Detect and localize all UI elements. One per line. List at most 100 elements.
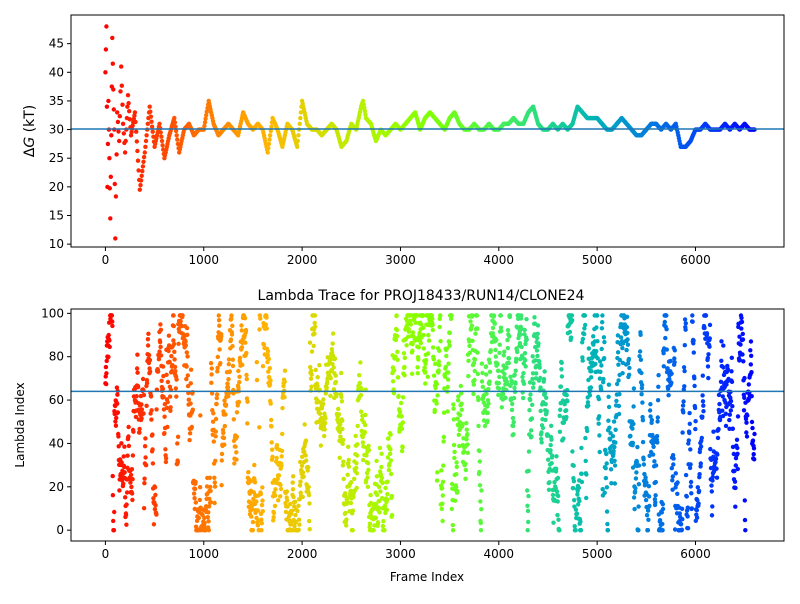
bottom-data-point bbox=[119, 441, 124, 446]
bottom-data-point bbox=[443, 364, 448, 370]
bottom-data-point bbox=[512, 385, 517, 391]
bottom-data-point bbox=[329, 347, 335, 352]
bottom-data-point bbox=[476, 397, 481, 403]
bottom-data-point bbox=[506, 356, 512, 361]
bottom-data-point bbox=[445, 384, 450, 390]
bottom-data-point bbox=[459, 401, 464, 406]
bottom-data-point bbox=[631, 386, 637, 391]
bottom-data-point bbox=[146, 331, 151, 336]
bottom-data-point bbox=[555, 475, 561, 481]
top-data-point bbox=[128, 133, 134, 138]
bottom-data-point bbox=[608, 431, 613, 436]
bottom-data-point bbox=[171, 323, 176, 329]
bottom-data-point bbox=[323, 416, 328, 421]
top-y-tick-label: 15 bbox=[49, 208, 64, 222]
bottom-data-point bbox=[740, 352, 745, 357]
bottom-data-point bbox=[632, 489, 638, 494]
bottom-data-point bbox=[465, 442, 470, 447]
bottom-data-point bbox=[439, 486, 445, 491]
bottom-data-point bbox=[387, 451, 393, 456]
bottom-data-point bbox=[362, 430, 368, 435]
bottom-data-point bbox=[680, 517, 685, 522]
bottom-data-point bbox=[689, 491, 694, 496]
bottom-data-point bbox=[519, 313, 524, 318]
bottom-data-point bbox=[630, 440, 636, 446]
bottom-x-tick-label: 4000 bbox=[484, 547, 515, 561]
bottom-data-point bbox=[594, 349, 599, 354]
bottom-data-point bbox=[317, 411, 323, 416]
bottom-data-point bbox=[720, 408, 725, 413]
bottom-data-point bbox=[184, 376, 189, 382]
bottom-data-point bbox=[684, 494, 689, 499]
bottom-data-point bbox=[571, 479, 577, 484]
top-data-point bbox=[145, 121, 150, 127]
bottom-data-point bbox=[631, 495, 637, 500]
bottom-data-point bbox=[207, 475, 212, 480]
bottom-data-point bbox=[656, 384, 661, 389]
bottom-data-point bbox=[682, 368, 687, 374]
bottom-data-point bbox=[600, 320, 605, 325]
bottom-data-point bbox=[740, 337, 746, 342]
bottom-data-point bbox=[553, 485, 558, 491]
bottom-data-point bbox=[325, 380, 330, 385]
bottom-data-point bbox=[679, 506, 685, 511]
bottom-data-point bbox=[213, 458, 218, 463]
bottom-data-point bbox=[527, 408, 532, 413]
bottom-data-point bbox=[709, 513, 715, 518]
bottom-data-point bbox=[597, 376, 603, 381]
bottom-data-point bbox=[385, 491, 390, 497]
bottom-data-point bbox=[358, 392, 364, 398]
bottom-data-point bbox=[668, 358, 673, 364]
bottom-data-point bbox=[144, 403, 149, 408]
bottom-data-point bbox=[327, 358, 333, 363]
top-data-point bbox=[173, 124, 178, 129]
top-data-point bbox=[149, 124, 155, 129]
bottom-data-point bbox=[463, 461, 468, 466]
bottom-data-point bbox=[297, 497, 302, 502]
bottom-data-point bbox=[612, 481, 618, 486]
bottom-data-point bbox=[459, 407, 464, 412]
bottom-data-point bbox=[453, 484, 459, 490]
bottom-data-point bbox=[729, 355, 734, 360]
bottom-data-point bbox=[268, 378, 273, 383]
bottom-data-point bbox=[413, 320, 418, 325]
bottom-data-point bbox=[683, 472, 689, 478]
bottom-axes-frame bbox=[70, 308, 785, 542]
top-y-tick-label: 30 bbox=[49, 123, 64, 137]
bottom-data-point bbox=[596, 396, 602, 402]
bottom-data-point bbox=[486, 386, 491, 392]
bottom-data-point bbox=[355, 423, 360, 429]
bottom-data-point bbox=[339, 394, 344, 400]
bottom-data-point bbox=[602, 490, 607, 495]
bottom-data-point bbox=[487, 360, 492, 365]
bottom-data-point bbox=[322, 427, 327, 432]
top-data-point bbox=[160, 143, 165, 148]
bottom-data-point bbox=[395, 357, 400, 362]
bottom-data-point bbox=[246, 470, 251, 475]
bottom-data-point bbox=[183, 339, 188, 344]
bottom-data-point bbox=[725, 366, 730, 372]
bottom-data-point bbox=[142, 481, 147, 486]
bottom-data-point bbox=[507, 334, 512, 339]
top-data-point bbox=[143, 144, 148, 149]
bottom-data-point bbox=[374, 492, 380, 498]
bottom-data-point bbox=[330, 341, 335, 346]
bottom-data-point bbox=[171, 313, 176, 318]
bottom-data-point bbox=[675, 480, 680, 485]
bottom-data-point bbox=[162, 414, 167, 419]
bottom-data-point bbox=[719, 339, 724, 344]
bottom-data-point bbox=[625, 330, 630, 336]
bottom-data-point bbox=[237, 355, 243, 361]
bottom-data-point bbox=[604, 485, 610, 490]
bottom-data-point bbox=[103, 364, 109, 370]
bottom-data-point bbox=[727, 417, 732, 423]
bottom-data-point bbox=[353, 433, 358, 439]
bottom-data-point bbox=[274, 443, 280, 448]
bottom-data-point bbox=[388, 432, 393, 437]
bottom-data-point bbox=[544, 395, 549, 400]
top-data-point bbox=[104, 104, 110, 109]
bottom-data-point bbox=[497, 350, 502, 355]
bottom-data-point bbox=[556, 517, 561, 522]
bottom-data-point bbox=[313, 324, 318, 329]
bottom-data-point bbox=[587, 393, 593, 398]
